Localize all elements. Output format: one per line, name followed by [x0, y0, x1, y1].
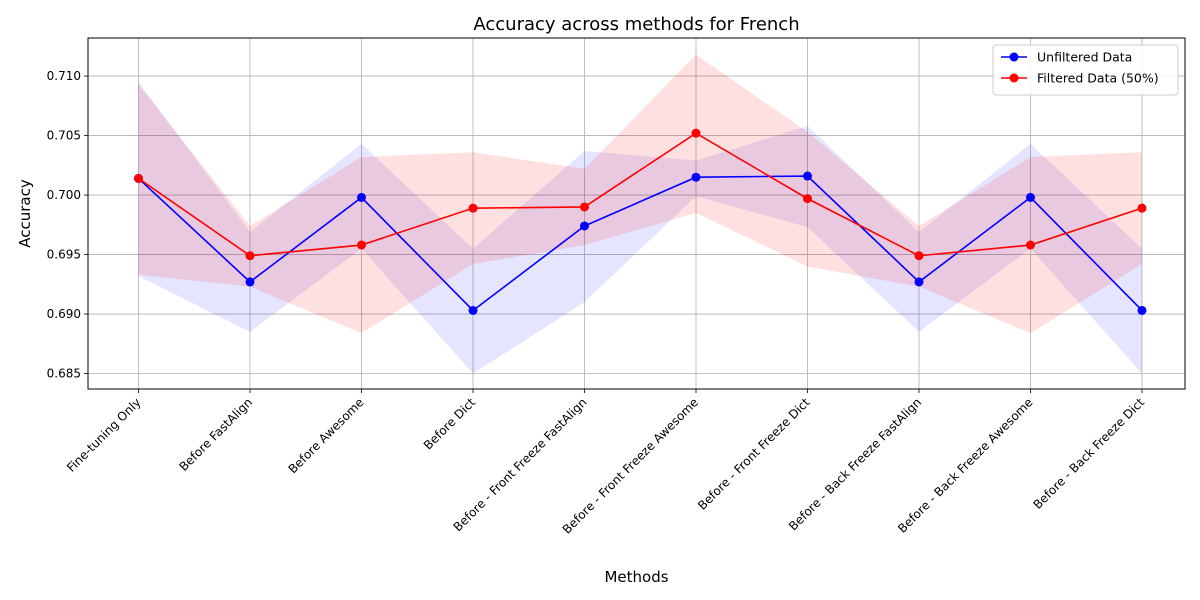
y-axis-ticks: 0.685 0.690 0.695 0.700 0.705 0.710 [47, 69, 88, 381]
y-tick-label: 0.705 [47, 129, 81, 143]
data-point-unfiltered [1026, 192, 1035, 202]
y-axis-label: Accuracy [16, 179, 34, 248]
legend-box [992, 44, 1179, 96]
data-point-unfiltered [468, 305, 478, 315]
data-point-filtered [803, 194, 812, 204]
y-tick-label: 0.690 [47, 307, 81, 321]
data-point-unfiltered [245, 277, 255, 287]
data-point-unfiltered [357, 192, 366, 202]
confidence-bands [138, 54, 1142, 374]
grid-lines [88, 38, 1185, 389]
x-axis-label: Methods [604, 568, 668, 586]
data-point-filtered [1137, 203, 1147, 213]
legend-marker-unfiltered [1009, 52, 1019, 62]
data-point-filtered [1026, 240, 1035, 250]
y-tick-label: 0.695 [47, 248, 81, 262]
series-points [134, 128, 1147, 315]
confidence-band-filtered [138, 54, 1142, 334]
y-tick-label: 0.700 [47, 188, 81, 202]
plot-frame [87, 37, 1186, 390]
legend: Unfiltered Data Filtered Data (50%) [992, 44, 1179, 96]
series-line-filtered [138, 132, 1143, 257]
data-point-filtered [245, 251, 255, 261]
data-point-filtered [580, 202, 589, 212]
series-lines [137, 132, 1143, 312]
data-point-unfiltered [803, 171, 812, 181]
legend-marker-filtered [1009, 73, 1019, 83]
data-point-filtered [691, 128, 701, 138]
confidence-band-unfiltered [138, 82, 1142, 374]
y-tick-label: 0.710 [47, 69, 81, 83]
series-line-unfiltered [137, 175, 1143, 312]
data-point-filtered [134, 173, 143, 183]
data-point-filtered [914, 251, 924, 261]
data-point-unfiltered [914, 277, 924, 287]
chart-title: Accuracy across methods for French [473, 14, 799, 35]
y-tick-label: 0.685 [47, 367, 81, 381]
legend-label-filtered: Filtered Data (50%) [1037, 71, 1159, 86]
legend-label-unfiltered: Unfiltered Data [1037, 50, 1132, 65]
data-point-filtered [357, 240, 366, 250]
data-point-unfiltered [580, 221, 589, 231]
data-point-unfiltered [691, 172, 701, 182]
data-point-unfiltered [1137, 305, 1147, 315]
data-point-filtered [468, 203, 478, 213]
